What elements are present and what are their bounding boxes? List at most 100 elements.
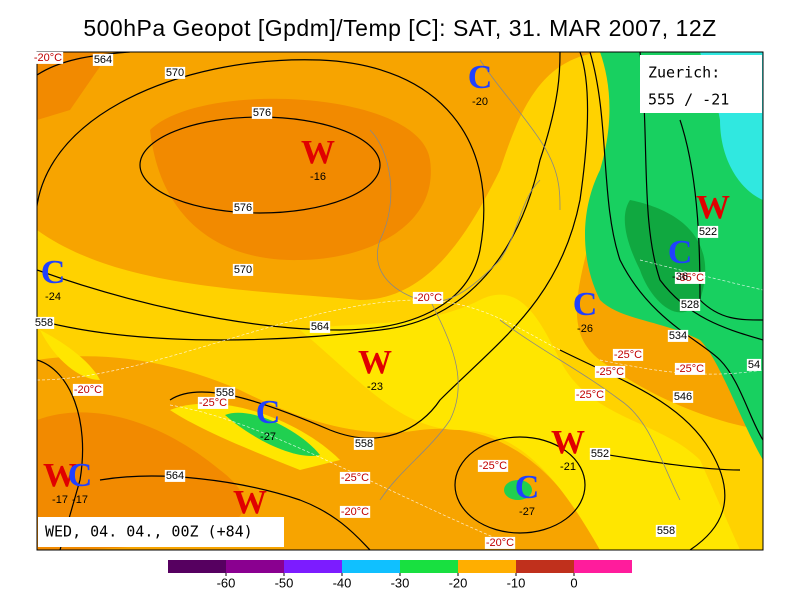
contour-label: 558 bbox=[35, 317, 53, 329]
contour-label-bg bbox=[667, 329, 689, 342]
center-temp: -16 bbox=[310, 171, 326, 183]
pressure-center: C bbox=[468, 59, 493, 96]
colorbar-segment bbox=[168, 560, 226, 573]
contour-label-bg bbox=[92, 53, 114, 66]
contour-label-bg bbox=[679, 298, 701, 311]
contour-label: 558 bbox=[355, 438, 373, 450]
temp-label: -25°C bbox=[596, 366, 624, 378]
contour-label-bg bbox=[655, 524, 677, 537]
contour-label: 534 bbox=[669, 330, 687, 342]
pressure-center: W bbox=[551, 424, 585, 461]
pressure-center: C bbox=[256, 394, 281, 431]
temp-label: -25°C bbox=[479, 460, 507, 472]
temp-label-bg bbox=[412, 291, 444, 304]
temp-label: -25°C bbox=[676, 363, 704, 375]
temp-label-bg bbox=[197, 396, 229, 409]
temp-label-bg bbox=[32, 51, 64, 64]
valid-time-box bbox=[38, 517, 284, 547]
contour-label: 552 bbox=[591, 448, 609, 460]
contour-label-bg bbox=[164, 66, 186, 79]
contour-label: 570 bbox=[166, 67, 184, 79]
temp-label-bg bbox=[574, 388, 606, 401]
colorbar: -60 -50 -40 -30 -20 -10 0 bbox=[168, 560, 632, 590]
contour-label: 564 bbox=[311, 321, 329, 333]
contour-label-bg bbox=[746, 358, 762, 371]
map-frame bbox=[36, 51, 764, 551]
contour-label: 558 bbox=[657, 525, 675, 537]
contour-label: 546 bbox=[674, 391, 692, 403]
temp-label-bg bbox=[674, 271, 706, 284]
pressure-center: C bbox=[41, 254, 66, 291]
colorbar-tick-label: -20 bbox=[449, 575, 468, 590]
temp-label: -20°C bbox=[486, 537, 514, 549]
center-temp: -27 bbox=[260, 431, 276, 443]
temp-label-bg bbox=[594, 365, 626, 378]
contour-label: 570 bbox=[234, 264, 252, 276]
pressure-center: W bbox=[233, 484, 267, 521]
colorbar-segment bbox=[226, 560, 284, 573]
map-labels: 564 570 576 576 570 564 558 558 558 564 552 558 522 5… bbox=[32, 51, 762, 549]
contour-label-bg bbox=[697, 225, 719, 238]
center-temp: -23 bbox=[367, 381, 383, 393]
contour-label-bg bbox=[353, 437, 375, 450]
contour-label: 54 bbox=[748, 359, 760, 371]
temp-label-bg bbox=[72, 383, 104, 396]
colorbar-tick-label: -60 bbox=[217, 575, 236, 590]
contour-label-bg bbox=[164, 469, 186, 482]
temp-label: -20°C bbox=[341, 506, 369, 518]
pressure-center: C bbox=[668, 234, 693, 271]
map-title: 500hPa Geopot [Gpdm]/Temp [C]: SAT, 31. … bbox=[83, 15, 716, 41]
temp-label-bg bbox=[612, 348, 644, 361]
contour-label: 522 bbox=[699, 226, 717, 238]
station-box bbox=[640, 55, 762, 113]
center-temp: -17 bbox=[52, 494, 68, 506]
map-field bbox=[37, 52, 763, 550]
station-value: 555 / -21 bbox=[648, 91, 729, 109]
contour-label: 558 bbox=[216, 387, 234, 399]
contour-label-bg bbox=[251, 106, 273, 119]
contour-label-bg bbox=[232, 263, 254, 276]
colorbar-segment bbox=[458, 560, 516, 573]
center-temp: -26 bbox=[577, 323, 593, 335]
colorbar-segment bbox=[284, 560, 342, 573]
temp-label: -20°C bbox=[34, 52, 62, 64]
temp-label-bg bbox=[484, 536, 516, 549]
pressure-center: W bbox=[301, 134, 335, 171]
pressure-center: C bbox=[68, 457, 93, 494]
contour-label-bg bbox=[232, 201, 254, 214]
contour-label-bg bbox=[589, 447, 611, 460]
colorbar-tick-label: -50 bbox=[275, 575, 294, 590]
contour-label: 564 bbox=[94, 54, 112, 66]
center-temp: -27 bbox=[519, 506, 535, 518]
colorbar-segment bbox=[342, 560, 400, 573]
colorbar-tick-label: -10 bbox=[507, 575, 526, 590]
valid-time: WED, 04. 04., 00Z (+84) bbox=[45, 523, 253, 541]
temp-label-bg bbox=[477, 459, 509, 472]
pressure-center: W bbox=[43, 457, 77, 494]
center-temp: -17 bbox=[72, 494, 88, 506]
temp-label-bg bbox=[339, 471, 371, 484]
contour-label-bg bbox=[33, 316, 55, 329]
colorbar-tick-label: -30 bbox=[391, 575, 410, 590]
colorbar-tick-label: 0 bbox=[570, 575, 577, 590]
center-temp: -20 bbox=[472, 96, 488, 108]
contour-label: 528 bbox=[681, 299, 699, 311]
station-name: Zuerich: bbox=[648, 64, 720, 82]
pressure-center: W bbox=[358, 344, 392, 381]
temp-label: -35°C bbox=[676, 272, 704, 284]
center-temp: -21 bbox=[560, 461, 576, 473]
pressure-center: C bbox=[573, 286, 598, 323]
temp-label: -25°C bbox=[341, 472, 369, 484]
colorbar-segment bbox=[574, 560, 632, 573]
contour-label: 576 bbox=[253, 107, 271, 119]
pressure-center: C bbox=[515, 469, 540, 506]
temp-label: -20°C bbox=[74, 384, 102, 396]
pressure-center: W bbox=[696, 189, 730, 226]
contour-label-bg bbox=[309, 320, 331, 333]
temp-label-bg bbox=[674, 362, 706, 375]
contour-label: 564 bbox=[166, 470, 184, 482]
colorbar-segment bbox=[400, 560, 458, 573]
temp-label: -25°C bbox=[199, 397, 227, 409]
contour-label-bg bbox=[672, 390, 694, 403]
